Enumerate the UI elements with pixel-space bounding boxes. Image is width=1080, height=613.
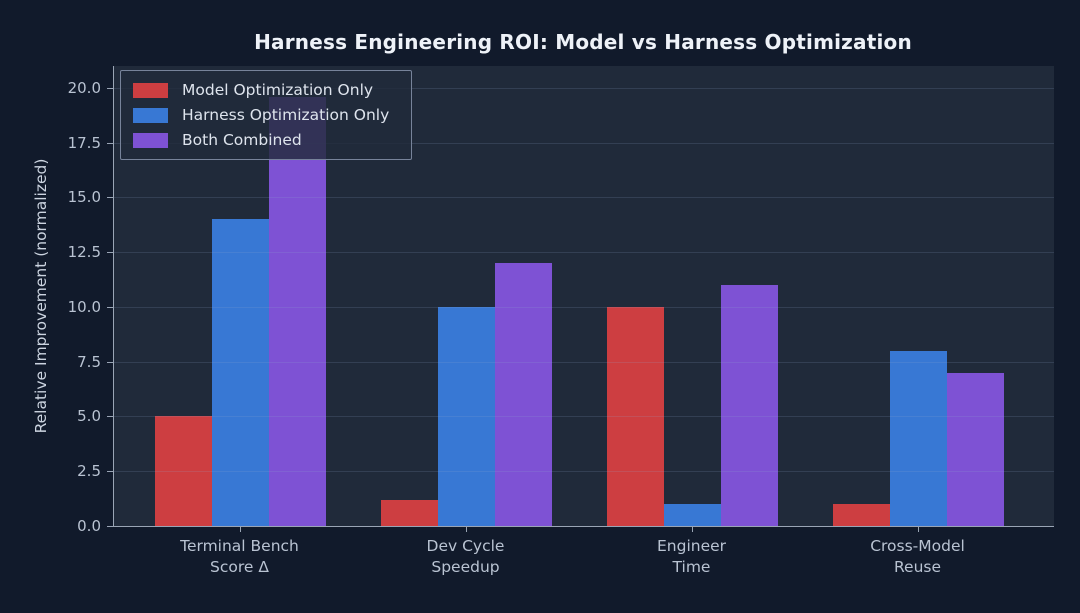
gridline-7.5: [114, 361, 1054, 363]
legend-swatch-1: [133, 107, 168, 123]
bar-series2-cat2: [721, 285, 778, 526]
legend-label: Model Optimization Only: [182, 81, 374, 99]
y-tick-label: 2.5: [77, 462, 101, 481]
legend-item-0: Model Optimization Only: [133, 81, 389, 99]
y-tick-mark: [107, 471, 113, 473]
y-tick-mark: [107, 526, 113, 527]
y-tick-mark: [107, 306, 113, 308]
y-tick-mark: [107, 361, 113, 363]
y-tick-label: 12.5: [67, 243, 101, 262]
gridline-12.5: [114, 252, 1054, 254]
gridline-5: [114, 416, 1054, 418]
bar-series2-cat1: [495, 263, 552, 526]
y-tick-mark: [107, 416, 113, 418]
x-category-label: Engineer Time: [656, 537, 727, 576]
y-tick-label: 20.0: [67, 78, 101, 97]
y-tick-label: 10.0: [67, 297, 101, 316]
y-tick-mark: [107, 197, 113, 199]
bar-series0-cat2: [607, 306, 664, 526]
legend-swatch-2: [133, 132, 168, 148]
bar-series2-cat3: [947, 372, 1004, 526]
gridline-10: [114, 306, 1054, 308]
legend-swatch-0: [133, 82, 168, 98]
plot-area: [113, 66, 1054, 527]
bar-series0-cat0: [155, 416, 212, 526]
x-tick-mark: [691, 527, 693, 532]
legend-item-2: Both Combined: [133, 131, 389, 149]
y-tick-label: 7.5: [77, 352, 101, 371]
x-tick-mark: [917, 527, 919, 532]
bar-series1-cat3: [890, 350, 947, 526]
x-category-label: Terminal Bench Score Δ: [180, 537, 299, 576]
bar-series0-cat3: [833, 504, 890, 526]
x-tick-mark: [239, 527, 241, 532]
y-tick-mark: [107, 142, 113, 144]
legend-item-1: Harness Optimization Only: [133, 106, 389, 124]
y-tick-label: 0.0: [77, 517, 101, 535]
x-category-label: Dev Cycle Speedup: [426, 537, 505, 576]
bar-series1-cat0: [212, 219, 269, 526]
bar-series0-cat1: [381, 499, 438, 526]
y-tick-label: 15.0: [67, 188, 101, 207]
y-tick-mark: [107, 252, 113, 254]
y-tick-mark: [107, 87, 113, 89]
gridline-17.5: [114, 142, 1054, 144]
legend-label: Both Combined: [182, 131, 302, 149]
gridline-20: [114, 87, 1054, 89]
y-tick-label: 5.0: [77, 407, 101, 426]
x-tick-mark: [465, 527, 467, 532]
bar-series2-cat0: [269, 96, 326, 526]
gridline-15: [114, 197, 1054, 199]
bar-series1-cat1: [438, 306, 495, 526]
bar-series1-cat2: [664, 504, 721, 526]
x-category-label: Cross-Model Reuse: [870, 537, 965, 576]
legend-label: Harness Optimization Only: [182, 106, 390, 124]
y-tick-label: 17.5: [67, 133, 101, 152]
legend: Model Optimization Only Harness Optimizat…: [120, 70, 413, 160]
chart-title: Harness Engineering ROI: Model vs Harnes…: [254, 30, 912, 54]
gridline-2.5: [114, 471, 1054, 473]
